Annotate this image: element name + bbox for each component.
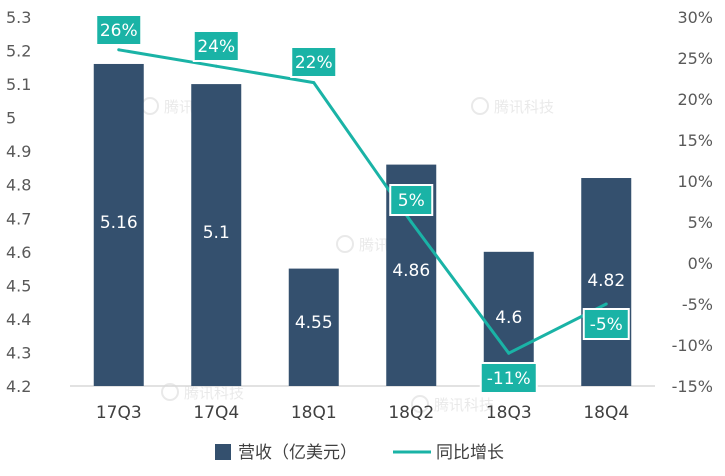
growth-label-box <box>582 308 630 340</box>
growth-line <box>118 48 607 355</box>
legend-line-label: 同比增长 <box>436 443 504 463</box>
right-tick-label: -10% <box>672 336 713 355</box>
category-label: 18Q4 <box>583 403 629 423</box>
watermark-1: 腾讯科技 <box>471 97 554 116</box>
growth-label-box <box>479 362 538 394</box>
growth-label-text: 5% <box>398 191 425 211</box>
bar-17Q4 <box>191 84 242 386</box>
left-tick-label: 5 <box>6 109 16 128</box>
left-tick-label: 4.8 <box>6 176 31 195</box>
left-tick-label: 4.7 <box>6 209 31 228</box>
right-tick-label: 5% <box>688 213 713 232</box>
bar-17Q3 <box>93 63 144 387</box>
growth-point-17Q3 <box>117 48 121 52</box>
category-label: 18Q3 <box>486 403 532 423</box>
left-tick-label: 4.4 <box>6 310 31 329</box>
watermark-text: 腾讯科技 <box>494 98 554 116</box>
watermark-logo-icon <box>161 383 179 401</box>
category-label: 18Q1 <box>291 403 337 423</box>
left-tick-label: 5.2 <box>6 42 31 61</box>
right-tick-label: 20% <box>677 90 713 109</box>
category-label: 17Q4 <box>193 403 239 423</box>
growth-point-18Q3 <box>507 351 511 355</box>
growth-label-18Q4: -5% <box>582 308 630 340</box>
left-tick-label: 5.3 <box>6 8 31 27</box>
growth-label-box <box>389 184 434 216</box>
growth-label-box <box>95 14 143 46</box>
bar-value-label: 5.16 <box>100 213 138 233</box>
right-tick-label: 25% <box>677 49 713 68</box>
bar-value-label: 4.6 <box>495 308 522 328</box>
line-value-labels: 26% 24% 22% 5% -11% -5% <box>95 14 630 394</box>
left-tick-label: 4.3 <box>6 343 31 362</box>
right-tick-label: 0% <box>688 254 713 273</box>
watermark-text: 腾讯科技 <box>434 396 494 414</box>
left-tick-label: 5.1 <box>6 75 31 94</box>
category-label: 18Q2 <box>388 403 434 423</box>
left-tick-label: 4.5 <box>6 276 31 295</box>
right-tick-label: 10% <box>677 172 713 191</box>
legend: 营收（亿美元） 同比增长 <box>215 443 504 463</box>
bar-value-labels: 5.16 5.1 4.55 4.86 4.6 4.82 <box>100 213 625 333</box>
growth-label-box <box>290 46 338 78</box>
line-series <box>117 48 608 355</box>
right-tick-label: -5% <box>682 295 713 314</box>
bar-18Q4 <box>581 178 632 386</box>
left-tick-label: 4.9 <box>6 142 31 161</box>
right-tick-label: 15% <box>677 131 713 150</box>
growth-label-text: 26% <box>100 21 138 41</box>
growth-label-text: 24% <box>197 37 235 57</box>
watermark-text: 腾讯科技 <box>184 384 244 402</box>
growth-label-18Q2: 5% <box>389 184 434 216</box>
right-axis-ticks: -15% -10% -5% 0% 5% 10% 15% 20% 25% 30% <box>672 8 713 396</box>
watermark-logo-icon <box>411 395 429 413</box>
left-axis-ticks: 4.2 4.3 4.4 4.5 4.6 4.7 4.8 4.9 5 5.1 5.2 5.3 <box>6 8 31 396</box>
left-tick-label: 4.2 <box>6 377 31 396</box>
growth-point-17Q4 <box>214 64 218 68</box>
growth-label-17Q4: 24% <box>192 30 240 62</box>
legend-bar-label: 营收（亿美元） <box>238 443 357 463</box>
bar-value-label: 4.86 <box>392 261 430 281</box>
growth-point-18Q4 <box>604 302 608 306</box>
right-tick-label: 30% <box>677 8 713 27</box>
growth-point-18Q1 <box>312 81 316 85</box>
bar-value-label: 4.55 <box>295 313 333 333</box>
category-labels: 17Q3 17Q4 18Q1 18Q2 18Q3 18Q4 <box>96 403 629 423</box>
bar-value-label: 4.82 <box>587 271 625 291</box>
bar-value-label: 5.1 <box>203 223 230 243</box>
right-tick-label: -15% <box>672 377 713 396</box>
growth-label-box <box>192 30 240 62</box>
watermark-logo-icon <box>336 235 354 253</box>
growth-label-17Q3: 26% <box>95 14 143 46</box>
bar-18Q1 <box>288 268 339 386</box>
growth-label-text: -5% <box>590 315 623 335</box>
legend-bar-swatch <box>215 444 231 460</box>
growth-point-18Q2 <box>409 220 413 224</box>
growth-label-text: -11% <box>487 369 531 389</box>
category-label: 17Q3 <box>96 403 142 423</box>
watermark-3: 腾讯科技 <box>161 383 244 402</box>
growth-label-18Q3: -11% <box>479 362 538 394</box>
watermark-logo-icon <box>141 97 159 115</box>
watermark-logo-icon <box>471 97 489 115</box>
growth-label-text: 22% <box>295 53 333 73</box>
left-tick-label: 4.6 <box>6 243 31 262</box>
watermark-4: 腾讯科技 <box>411 395 494 414</box>
growth-label-18Q1: 22% <box>290 46 338 78</box>
